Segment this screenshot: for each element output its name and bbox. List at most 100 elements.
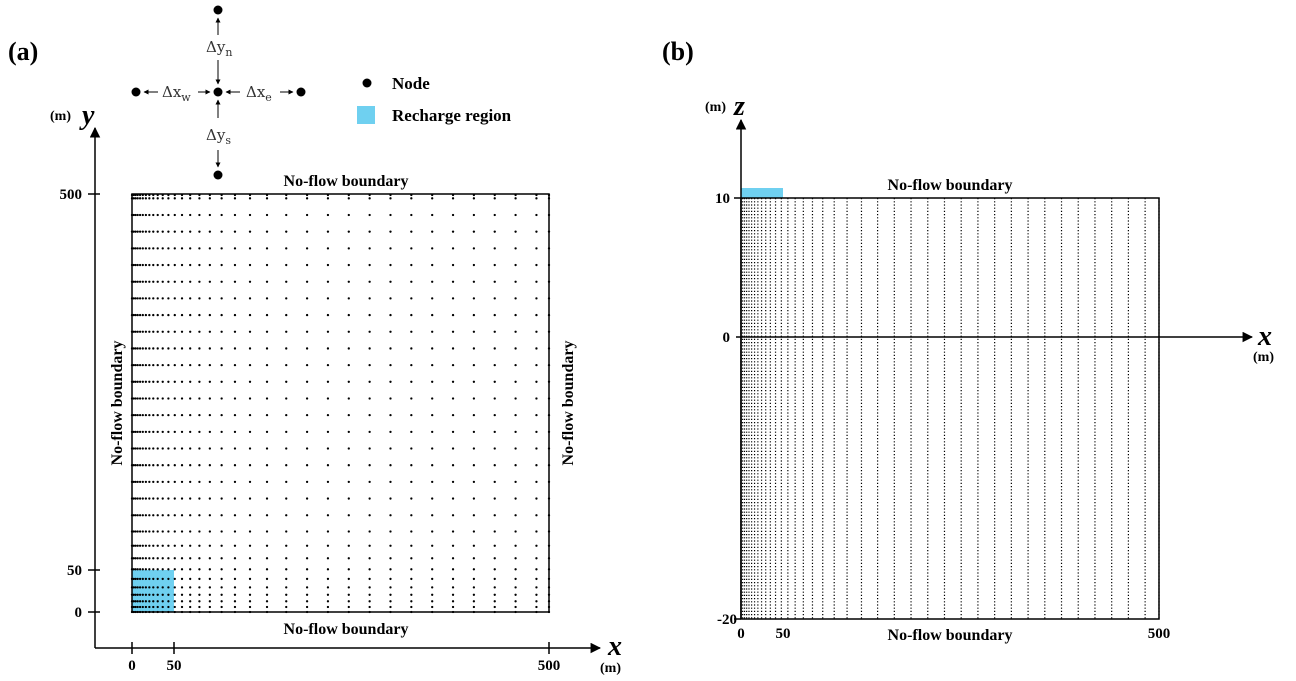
grid-node xyxy=(189,347,192,350)
grid-node xyxy=(138,568,142,571)
grid-node xyxy=(141,230,144,233)
grid-node xyxy=(161,363,164,367)
grid-node xyxy=(152,605,155,609)
grid-node xyxy=(180,557,184,560)
grid-node xyxy=(451,414,455,417)
grid-node xyxy=(493,544,496,547)
grid-node xyxy=(148,530,151,533)
grid-node xyxy=(141,213,144,217)
grid-node xyxy=(451,568,455,571)
grid-node xyxy=(431,593,434,596)
grid-node xyxy=(156,280,159,283)
grid-node xyxy=(305,397,309,400)
grid-node xyxy=(208,414,212,417)
grid-node xyxy=(285,280,288,283)
grid-node xyxy=(535,480,538,484)
grid-node xyxy=(535,577,538,581)
grid-node xyxy=(138,430,142,433)
grid-node xyxy=(152,480,155,484)
grid-node xyxy=(265,544,269,547)
grid-node xyxy=(136,497,139,500)
grid-node xyxy=(136,247,139,250)
grid-node xyxy=(472,480,476,484)
panel-b: (b) 10 0 -20 0 50 500 (m) z x (m) No-flo… xyxy=(662,37,1274,644)
grid-node xyxy=(167,544,170,547)
legend-recharge-label: Recharge region xyxy=(392,106,512,125)
grid-node xyxy=(347,544,350,547)
grid-node xyxy=(233,363,237,367)
grid-node xyxy=(198,530,201,533)
grid-node xyxy=(248,213,252,217)
grid-node xyxy=(431,544,434,547)
grid-node xyxy=(389,397,392,400)
grid-node xyxy=(431,380,434,383)
grid-node xyxy=(265,213,269,217)
grid-node xyxy=(136,280,139,283)
grid-node xyxy=(141,557,144,560)
grid-node xyxy=(161,263,164,267)
grid-node xyxy=(136,530,139,533)
grid-node xyxy=(514,230,517,233)
grid-node xyxy=(535,197,538,200)
y-tick-label-0: 0 xyxy=(75,605,83,621)
grid-node xyxy=(173,280,176,283)
grid-node xyxy=(134,464,137,467)
grid-node xyxy=(189,593,192,596)
grid-node xyxy=(326,530,330,533)
grid-node xyxy=(347,347,350,350)
grid-node xyxy=(233,514,237,517)
grid-node xyxy=(410,557,413,560)
grid-node xyxy=(233,605,237,609)
grid-node xyxy=(326,313,330,317)
grid-node xyxy=(167,247,170,250)
grid-node xyxy=(156,363,159,367)
grid-node xyxy=(347,497,350,500)
grid-node xyxy=(152,380,155,383)
grid-node xyxy=(285,568,288,571)
grid-node xyxy=(431,414,434,417)
grid-node xyxy=(248,230,252,233)
grid-node xyxy=(514,568,517,571)
grid-node xyxy=(198,380,201,383)
grid-node xyxy=(347,514,350,517)
grid-node xyxy=(326,600,330,603)
grid-node xyxy=(144,497,148,500)
grid-node xyxy=(132,330,135,333)
grid-node xyxy=(472,593,476,596)
grid-node xyxy=(233,530,237,533)
grid-node xyxy=(161,586,164,589)
grid-node xyxy=(180,593,184,596)
grid-node xyxy=(208,380,212,383)
grid-node xyxy=(451,577,455,581)
grid-node xyxy=(132,577,135,581)
grid-node xyxy=(431,247,434,250)
grid-node xyxy=(156,230,159,233)
grid-node xyxy=(535,363,538,367)
grid-node xyxy=(208,197,212,200)
grid-node xyxy=(148,600,151,603)
grid-node xyxy=(389,514,392,517)
grid-node xyxy=(514,586,517,589)
grid-node xyxy=(148,213,151,217)
grid-node xyxy=(141,514,144,517)
grid-node xyxy=(326,447,330,450)
grid-node xyxy=(208,557,212,560)
grid-node xyxy=(134,568,137,571)
grid-node xyxy=(285,586,288,589)
grid-node xyxy=(347,593,350,596)
grid-node xyxy=(152,197,155,200)
grid-node xyxy=(208,297,212,300)
grid-node xyxy=(152,213,155,217)
grid-node xyxy=(220,605,223,609)
grid-node xyxy=(167,497,170,500)
grid-node xyxy=(132,213,135,217)
grid-node xyxy=(132,568,135,571)
grid-node xyxy=(285,347,288,350)
grid-node xyxy=(265,363,269,367)
x-tick-label-b-0: 0 xyxy=(737,626,745,642)
bottom-boundary-a: No-flow boundary xyxy=(284,621,409,638)
grid-node xyxy=(148,330,151,333)
grid-node xyxy=(233,447,237,450)
grid-node xyxy=(326,263,330,267)
